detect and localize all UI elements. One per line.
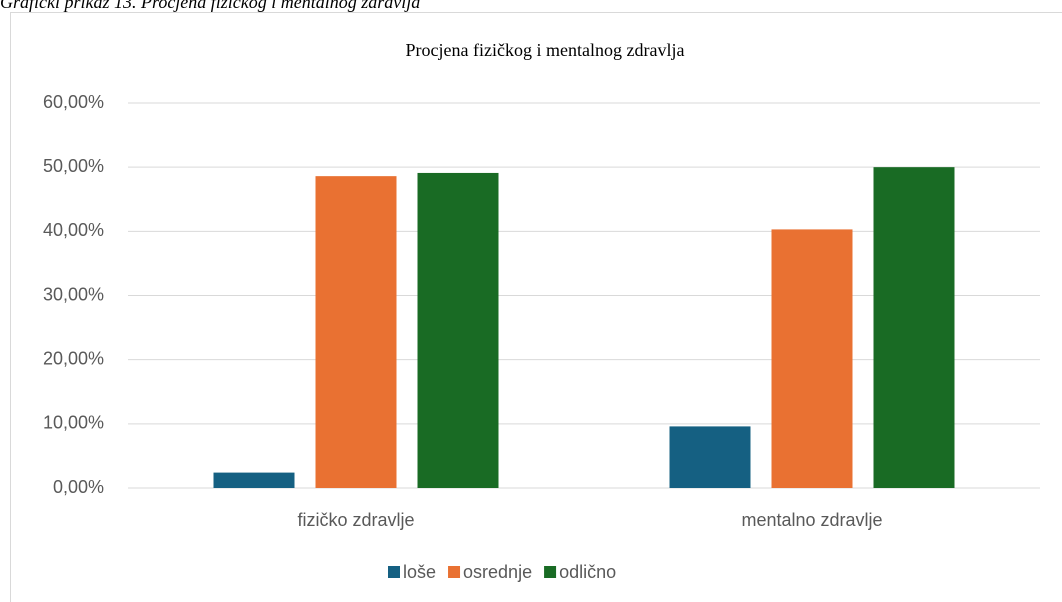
y-tick-label: 50,00% [43,156,104,176]
y-tick-label: 10,00% [43,413,104,433]
legend-swatch [448,566,461,578]
chart-frame [10,12,1062,602]
legend-label: loše [403,562,436,582]
y-tick-label: 60,00% [43,92,104,112]
caption: Grafički prikaz 13. Procjena fizičkog i … [0,0,420,12]
x-tick-label: fizičko zdravlje [297,510,414,530]
bar [417,172,499,489]
bar [315,176,397,488]
y-tick-label: 20,00% [43,348,104,368]
x-tick-label: mentalno zdravlje [741,510,882,530]
bar [873,167,955,488]
y-tick-label: 0,00% [53,477,104,497]
y-tick-label: 40,00% [43,220,104,240]
legend-swatch [544,566,557,578]
y-tick-label: 30,00% [43,284,104,304]
legend-swatch [388,566,400,578]
bar [771,229,853,489]
chart-title: Procjena fizičkog i mentalnog zdravlja [406,40,685,60]
bar [669,426,751,488]
legend-label: osrednje [463,562,532,582]
legend-label: odlično [559,562,616,582]
bar [213,472,295,488]
